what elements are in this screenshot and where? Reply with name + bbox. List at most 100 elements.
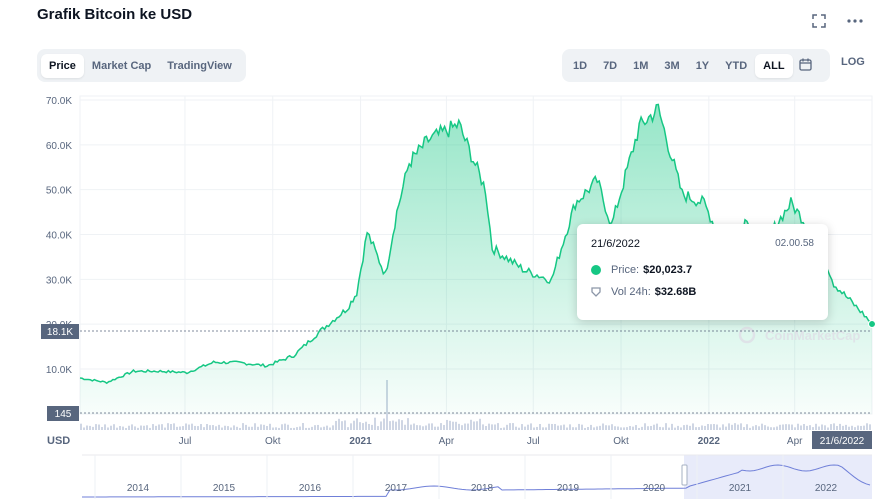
x-tick-label: Jul (179, 436, 192, 447)
range-all[interactable]: ALL (755, 53, 793, 78)
volume-bar (737, 424, 739, 430)
volume-bar (164, 427, 166, 430)
volume-bar (803, 424, 805, 430)
volume-bar (182, 426, 184, 430)
volume-bar (524, 426, 526, 430)
calendar-icon[interactable] (793, 54, 818, 78)
range-ytd[interactable]: YTD (725, 59, 748, 72)
volume-bar (230, 427, 232, 430)
volume-bar (212, 425, 214, 430)
volume-bar (614, 426, 616, 430)
range-1y[interactable]: 1Y (695, 59, 710, 72)
volume-bar (398, 419, 400, 430)
range-7d[interactable]: 7D (603, 59, 618, 72)
volume-bar (338, 418, 340, 430)
volume-bar (596, 426, 598, 430)
volume-bar (779, 424, 781, 430)
range-1m[interactable]: 1M (633, 59, 649, 72)
volume-bar (641, 426, 643, 430)
volume-bar (539, 424, 541, 430)
volume-bar (137, 427, 139, 430)
volume-bar (848, 426, 850, 430)
volume-bar (797, 423, 799, 430)
volume-bar (134, 426, 136, 430)
volume-bar (341, 421, 343, 430)
watermark-logo-icon (738, 326, 756, 344)
range-3m[interactable]: 3M (664, 59, 680, 72)
volume-bar (827, 427, 829, 430)
fullscreen-icon[interactable] (810, 12, 828, 30)
volume-bar (587, 426, 589, 430)
volume-bar (824, 425, 826, 430)
volume-bar (515, 426, 517, 430)
more-options-icon[interactable] (846, 12, 864, 30)
volume-bar (101, 426, 103, 430)
tab-tradingview[interactable]: TradingView (167, 59, 232, 72)
volume-bar (857, 425, 859, 430)
volume-bar (428, 423, 430, 430)
volume-bar (170, 424, 172, 430)
volume-bar (821, 424, 823, 430)
volume-bar (206, 424, 208, 430)
volume-bar (317, 424, 319, 430)
volume-bar (749, 427, 751, 430)
volume-bar (290, 427, 292, 430)
volume-bar (266, 426, 268, 430)
chart-title: Grafik Bitcoin ke USD (37, 6, 193, 23)
volume-bar (701, 425, 703, 430)
volume-bar (161, 424, 163, 430)
volume-bar (782, 424, 784, 430)
volume-bar (605, 425, 607, 430)
volume-bar (746, 424, 748, 430)
volume-bar (167, 423, 169, 430)
volume-bar (260, 424, 262, 430)
volume-bar (704, 425, 706, 430)
volume-bar (215, 426, 217, 430)
volume-bar (818, 426, 820, 430)
volume-bar (557, 425, 559, 430)
volume-bar (458, 423, 460, 430)
y-tick-label: 60.0K (46, 141, 72, 152)
volume-bar (446, 419, 448, 430)
volume-bar (242, 423, 244, 430)
range-navigator[interactable]: 2014 2015 2016 2017 2018 2019 2020 2021 2022 (82, 454, 872, 499)
volume-bar (761, 423, 763, 430)
volume-bar (584, 427, 586, 430)
volume-bar (476, 421, 478, 430)
navigator-year-label: 2014 (127, 483, 150, 494)
navigator-year-label: 2020 (643, 483, 666, 494)
x-tick-label: Okt (265, 436, 281, 447)
volume-bar (635, 425, 637, 430)
volume-bar (302, 423, 304, 430)
volume-bar (407, 418, 409, 430)
navigator-year-label: 2019 (557, 483, 580, 494)
range-1d[interactable]: 1D (573, 59, 588, 72)
volume-bar (347, 427, 349, 430)
tab-market-cap[interactable]: Market Cap (91, 59, 152, 72)
current-volume-tag-text: 145 (55, 409, 72, 420)
currency-label: USD (47, 435, 70, 447)
volume-bar (785, 424, 787, 430)
volume-bar (449, 420, 451, 430)
tooltip-date: 21/6/2022 (591, 238, 640, 250)
volume-bar (107, 427, 109, 430)
navigator-selection[interactable] (684, 455, 872, 499)
volume-bar (839, 423, 841, 430)
volume-bar (179, 426, 181, 430)
log-scale-toggle[interactable]: LOG (841, 56, 865, 68)
volume-bar (512, 423, 514, 430)
volume-bar (644, 423, 646, 430)
tab-price[interactable]: Price (41, 53, 84, 78)
volume-bar (680, 427, 682, 430)
volume-bar (239, 427, 241, 430)
volume-bar (509, 423, 511, 430)
volume-bar (731, 424, 733, 430)
volume-bar (353, 420, 355, 430)
volume-bar (377, 426, 379, 430)
current-date-tag-text: 21/6/2022 (820, 436, 865, 447)
volume-bar (425, 425, 427, 430)
volume-bar (665, 423, 667, 430)
volume-bar (506, 424, 508, 430)
navigator-left-handle[interactable] (681, 464, 688, 486)
